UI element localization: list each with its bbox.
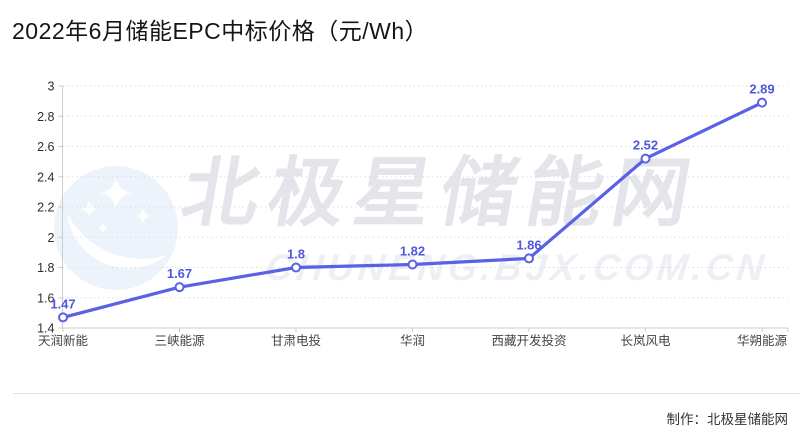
y-axis-label: 2.4 — [37, 170, 54, 184]
data-point-label: 1.82 — [400, 243, 425, 258]
data-point-label: 1.67 — [167, 266, 192, 281]
x-axis-label: 西藏开发投资 — [491, 333, 566, 348]
y-axis-label: 1.4 — [37, 322, 54, 336]
star-medium — [81, 201, 97, 217]
data-point-marker — [757, 97, 767, 108]
data-line — [61, 101, 764, 320]
data-point-marker — [640, 153, 651, 164]
data-point-marker — [524, 253, 534, 264]
x-axis-label: 华朔能源 — [737, 333, 788, 348]
y-axis-label: 2.8 — [37, 110, 54, 124]
x-axis-label: 甘肃电投 — [271, 333, 321, 348]
data-point-marker — [58, 312, 68, 323]
star-medium-2 — [136, 209, 150, 223]
x-axis-label: 长岚风电 — [620, 334, 671, 348]
watermark-moon-stars-icon — [54, 166, 178, 290]
star-small — [98, 223, 108, 233]
data-point-marker — [291, 262, 301, 273]
y-axis-label: 2 — [48, 231, 55, 245]
crescent-shape — [67, 213, 167, 269]
x-axis-label: 天润新能 — [38, 333, 89, 348]
star-large — [101, 178, 131, 208]
y-axis-label: 2.2 — [37, 201, 54, 215]
credit-label: 制作：北极星储能网 — [666, 412, 789, 427]
y-axis-label: 3 — [48, 80, 55, 94]
data-point-marker — [407, 259, 418, 270]
x-axis-label: 华润 — [400, 333, 425, 348]
footer-divider — [13, 393, 800, 394]
data-point-label: 1.47 — [50, 296, 75, 311]
data-point-label: 1.86 — [516, 237, 541, 252]
chart-title: 2022年6月储能EPC中标价格（元/Wh） — [12, 18, 429, 44]
data-point-label: 2.52 — [633, 138, 658, 153]
y-axis-label: 1.6 — [37, 291, 54, 305]
x-axis-label: 三峡能源 — [154, 334, 205, 348]
y-axis-label: 1.8 — [37, 261, 54, 275]
data-point-label: 1.8 — [287, 247, 305, 262]
y-axis-label: 2.6 — [37, 140, 54, 154]
data-point-label: 2.89 — [749, 82, 774, 97]
data-point-marker — [174, 282, 185, 293]
